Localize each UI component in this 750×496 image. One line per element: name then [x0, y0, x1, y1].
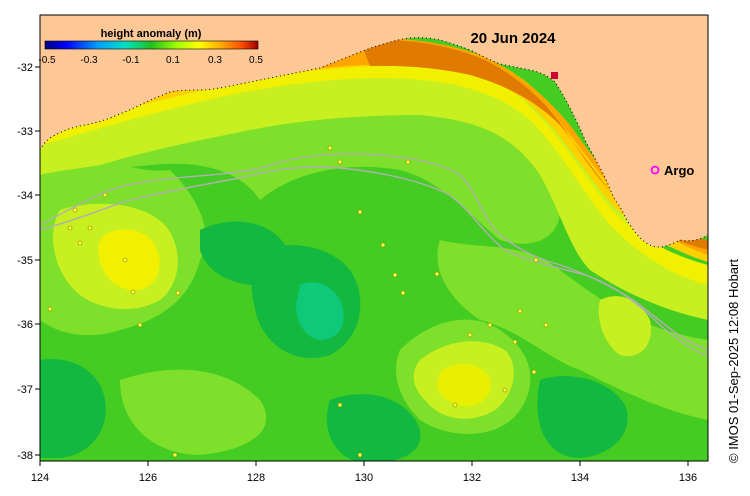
y-tick-label: -34	[17, 190, 33, 202]
y-tick-label: -32	[17, 62, 33, 74]
argo-floats	[47, 145, 549, 458]
anomaly-teal-central	[296, 282, 344, 340]
y-tick-label: -38	[17, 450, 33, 462]
colorbar-title: height anomaly (m)	[101, 28, 202, 40]
y-tick-label: -33	[17, 126, 33, 138]
y-tick-label: -35	[17, 255, 33, 267]
argo-legend-icon	[650, 165, 660, 175]
anomaly-darkgreen-east	[537, 376, 628, 458]
anomaly-darkorange-coast	[360, 39, 708, 250]
map-date: 20 Jun 2024	[470, 30, 556, 47]
colorbar-tick: -0.3	[80, 55, 98, 66]
anomaly-yellow-southeast-eddy	[437, 364, 491, 407]
x-tick-label: 132	[463, 472, 481, 484]
colorbar	[44, 40, 259, 50]
colorbar-tick: 0.1	[166, 55, 180, 66]
plot-frame	[39, 14, 709, 462]
colorbar-tick: 0.3	[208, 55, 222, 66]
x-tick-label: 124	[31, 472, 49, 484]
anomaly-lightorange-coast	[80, 41, 708, 263]
tide-gauge-icon	[551, 72, 558, 79]
x-tick-label: 126	[139, 472, 157, 484]
y-tick-label: -37	[17, 384, 33, 396]
x-tick-label: 130	[355, 472, 373, 484]
colorbar-tick: -0.5	[38, 55, 56, 66]
colorbar-tick: 0.5	[249, 55, 263, 66]
anomaly-light-green-east	[437, 240, 708, 420]
colorbar-tick: -0.1	[122, 55, 140, 66]
anomaly-darkgreen-southwest	[40, 359, 106, 458]
anomaly-darkgreen-mid	[200, 221, 289, 285]
argo-legend-label: Argo	[664, 163, 694, 178]
satellite-track-south	[40, 166, 708, 357]
anomaly-yellowgreen-east-strip	[598, 296, 651, 356]
map-plot-area	[40, 15, 708, 461]
x-tick-label: 136	[679, 472, 697, 484]
anomaly-yellow-coast	[40, 51, 708, 285]
anomaly-yellow-west-eddy	[98, 229, 160, 291]
x-tick-label: 134	[571, 472, 589, 484]
y-tick-label: -36	[17, 319, 33, 331]
y-axis	[35, 66, 40, 456]
credit-text: © IMOS 01-Sep-2025 12:08 Hobart	[726, 259, 741, 463]
anomaly-darkgreen-south	[326, 394, 421, 461]
x-tick-label: 128	[247, 472, 265, 484]
anomaly-light-green-south	[120, 369, 267, 455]
x-axis	[39, 461, 689, 466]
